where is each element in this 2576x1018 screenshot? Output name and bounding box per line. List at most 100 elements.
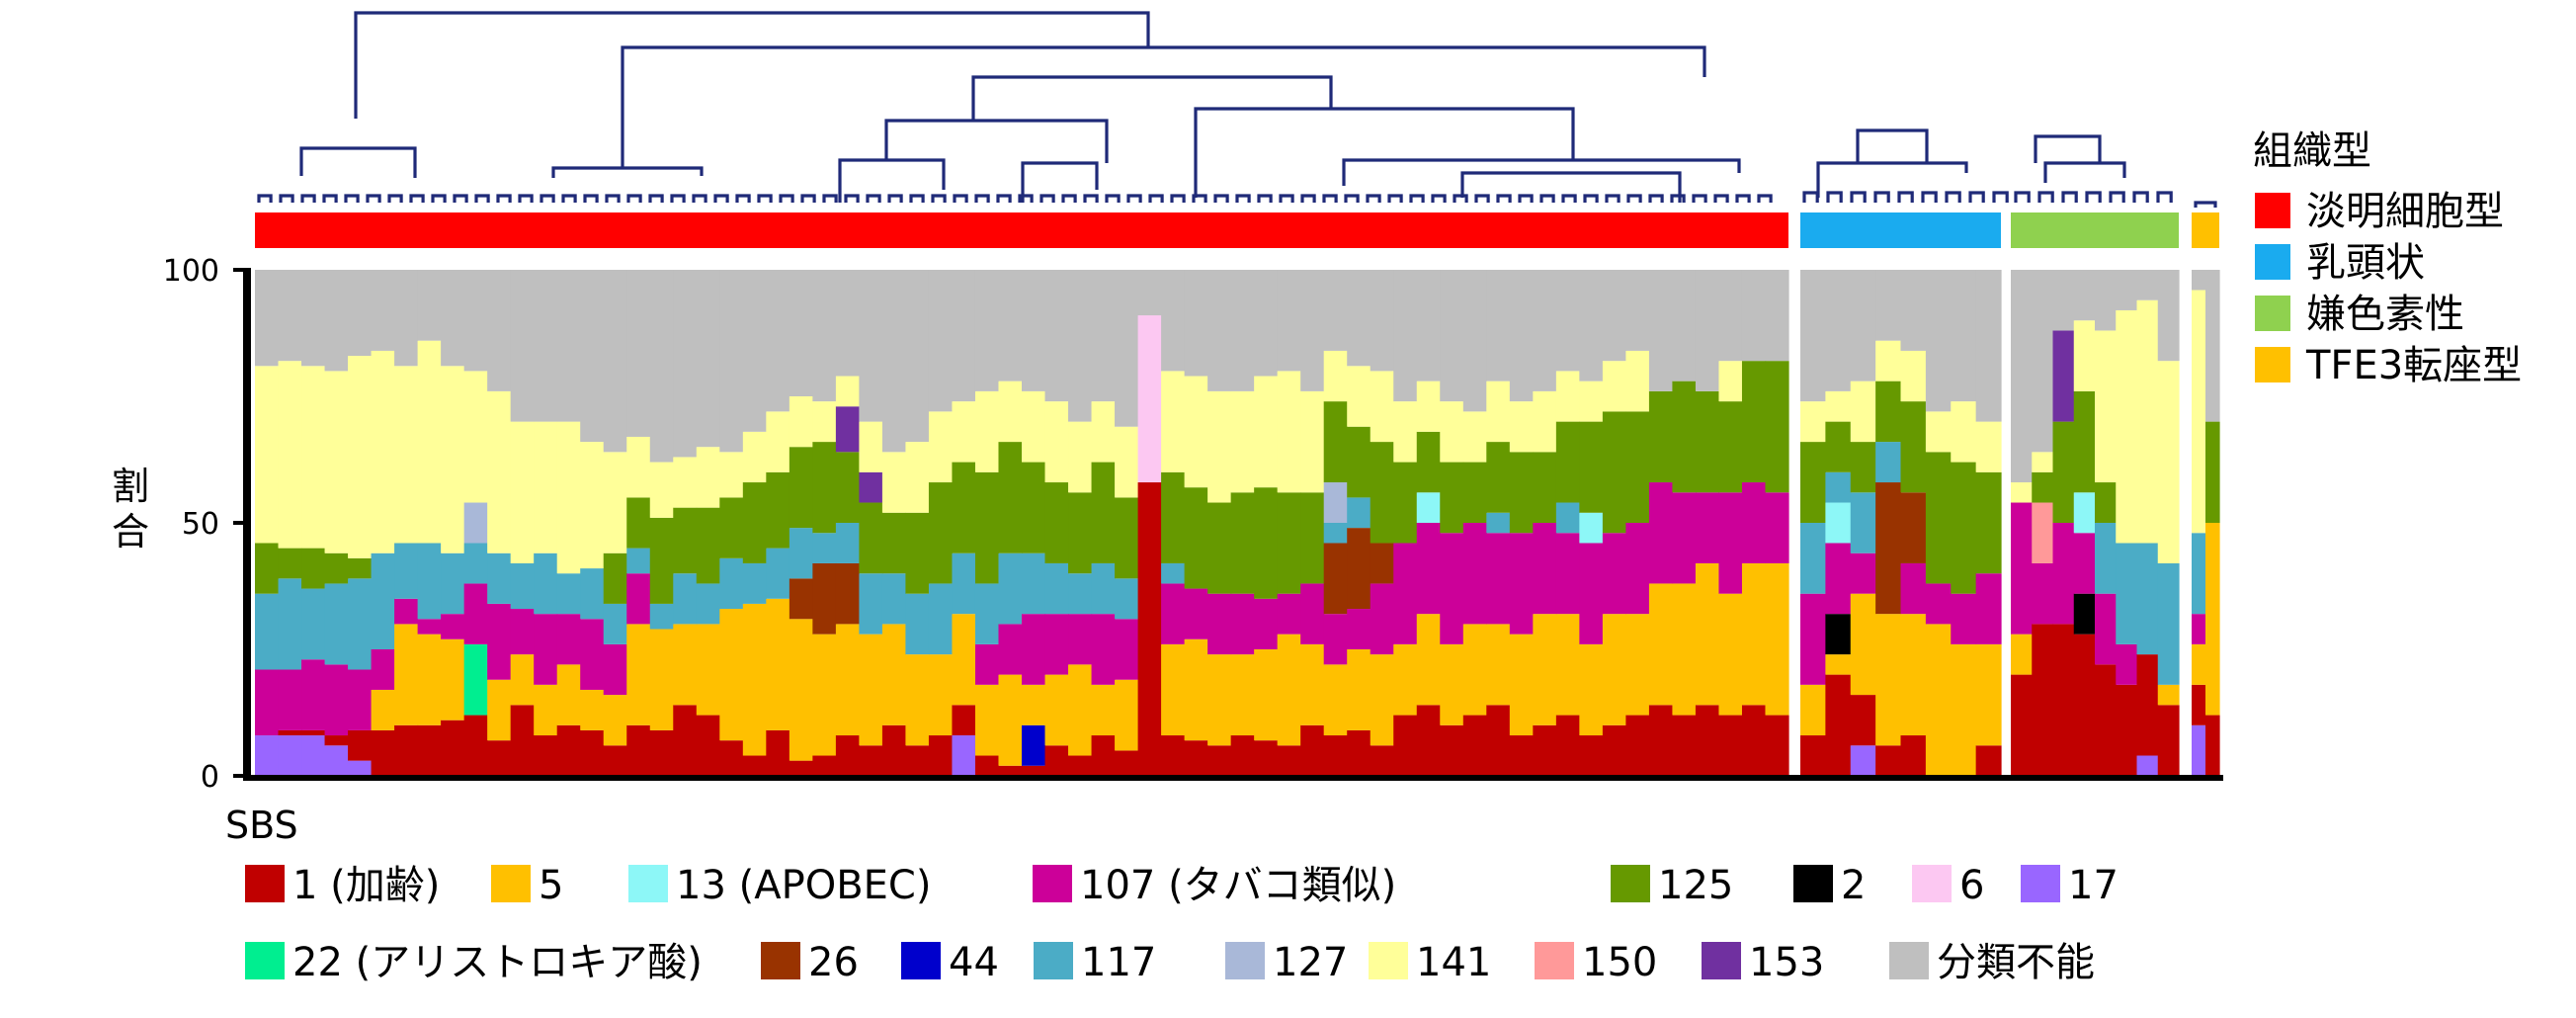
dendrogram-link bbox=[1213, 194, 1229, 203]
bar-segment-unclassified bbox=[2192, 270, 2206, 291]
histology-swatch-pRCC bbox=[2255, 244, 2290, 280]
bar-segment-SBS141 bbox=[859, 421, 883, 472]
bar-segment-unclassified bbox=[1137, 270, 1162, 316]
bar-segment-SBS125 bbox=[1718, 401, 1743, 493]
bar-segment-SBS117 bbox=[255, 593, 280, 670]
bar-segment-SBS5 bbox=[1555, 614, 1580, 716]
bar-segment-SBS117 bbox=[742, 562, 767, 604]
bar-segment-SBS6 bbox=[1137, 315, 1162, 483]
bar-segment-SBS5 bbox=[1068, 664, 1093, 756]
bar-segment-SBS141 bbox=[1440, 401, 1464, 463]
bar-segment-SBS1 bbox=[1300, 724, 1325, 776]
bar-segment-SBS5 bbox=[1672, 583, 1697, 716]
bar-segment-unclassified bbox=[348, 270, 373, 357]
bar-segment-SBS5 bbox=[1800, 684, 1826, 736]
bar-segment-SBS125 bbox=[2205, 421, 2220, 523]
bar-segment-SBS107 bbox=[1951, 593, 1977, 644]
dendrogram-link bbox=[551, 166, 704, 178]
bar-segment-SBS141 bbox=[719, 452, 744, 498]
dendrogram-link bbox=[1897, 191, 1914, 203]
histology-swatch-chRCC bbox=[2255, 296, 2290, 331]
bar-segment-SBS1 bbox=[2052, 624, 2075, 776]
bar-segment-SBS125 bbox=[1254, 487, 1279, 599]
bar-segment-SBS17 bbox=[348, 760, 373, 776]
dendrogram-link bbox=[953, 194, 968, 203]
bar-segment-SBS5 bbox=[1625, 614, 1650, 716]
dendrogram-link bbox=[884, 119, 1109, 163]
dendrogram-link bbox=[1856, 128, 1929, 163]
sbs-label-SBS1: 1 (加齢) bbox=[292, 863, 440, 908]
dendrogram-link bbox=[670, 194, 686, 203]
bar-segment-SBS125 bbox=[255, 543, 280, 594]
bar-segment-SBS107 bbox=[1416, 523, 1441, 615]
bar-segment-unclassified bbox=[859, 270, 883, 422]
bar-segment-SBS5 bbox=[1230, 654, 1255, 736]
dendrogram-link bbox=[474, 194, 490, 203]
bar-segment-SBS125 bbox=[301, 548, 326, 589]
bar-segment-unclassified bbox=[1975, 270, 2002, 422]
bar-segment-unclassified bbox=[812, 270, 837, 402]
bar-segment-SBS107 bbox=[1091, 614, 1116, 685]
dendrogram-link bbox=[322, 194, 338, 203]
bar-segment-SBS153 bbox=[835, 406, 860, 453]
dendrogram-link bbox=[1561, 194, 1577, 203]
bar-segment-unclassified bbox=[789, 270, 813, 396]
bar-segment-SBS5 bbox=[928, 654, 954, 736]
bar-segment-SBS1 bbox=[1347, 729, 1371, 776]
sbs-swatch-SBS141 bbox=[1369, 942, 1408, 979]
bar-segment-SBS1 bbox=[510, 705, 535, 776]
bar-segment-unclassified bbox=[1533, 270, 1557, 391]
bar-segment-unclassified bbox=[1951, 270, 1977, 402]
bar-segment-SBS5 bbox=[881, 624, 907, 725]
bar-segment-SBS153 bbox=[859, 471, 883, 503]
bar-segment-SBS117 bbox=[928, 583, 954, 655]
dendrogram-link bbox=[626, 194, 642, 203]
bar-segment-SBS141 bbox=[371, 350, 395, 553]
bar-segment-unclassified bbox=[835, 270, 860, 377]
bar-segment-SBS117 bbox=[673, 573, 698, 625]
bar-segment-SBS107 bbox=[255, 669, 280, 736]
dendrogram-link bbox=[299, 146, 417, 178]
sbs-label-SBS127: 127 bbox=[1273, 940, 1348, 985]
bar-segment-SBS26 bbox=[1347, 528, 1371, 610]
bar-segment-SBS125 bbox=[1533, 452, 1557, 523]
bar-segment-unclassified bbox=[301, 270, 326, 367]
dendrogram-link bbox=[344, 194, 360, 203]
bar-segment-unclassified bbox=[1765, 270, 1789, 362]
bar-segment-SBS125 bbox=[1161, 471, 1186, 563]
bar-segment-SBS1 bbox=[1648, 705, 1674, 776]
dendrogram-link bbox=[1409, 194, 1425, 203]
bar-segment-SBS1 bbox=[1741, 705, 1767, 776]
bar-segment-SBS117 bbox=[278, 578, 302, 670]
bar-segment-SBS1 bbox=[1800, 735, 1826, 776]
bar-segment-SBS125 bbox=[1648, 390, 1674, 483]
bar-segment-SBS26 bbox=[835, 562, 860, 625]
bar-segment-SBS17 bbox=[278, 735, 302, 776]
dendrogram-link bbox=[1539, 194, 1555, 203]
bar-segment-SBS117 bbox=[2157, 562, 2180, 685]
bar-segment-unclassified bbox=[1555, 270, 1580, 372]
bar-segment-SBS117 bbox=[2095, 523, 2117, 594]
bar-segment-SBS107 bbox=[1323, 614, 1348, 665]
dendrogram-link bbox=[1826, 191, 1843, 203]
sbs-label-SBS117: 117 bbox=[1081, 940, 1156, 985]
bar-segment-SBS107 bbox=[580, 619, 605, 690]
bar-segment-SBS13 bbox=[1416, 492, 1441, 523]
bar-segment-SBS1 bbox=[1207, 745, 1232, 776]
dendrogram-link bbox=[1300, 194, 1316, 203]
sbs-label-SBS17: 17 bbox=[2068, 863, 2119, 908]
dendrogram-link bbox=[257, 194, 273, 203]
bar-segment-SBS141 bbox=[1254, 376, 1279, 488]
bar-segment-SBS107 bbox=[1900, 562, 1927, 615]
bar-segment-SBS117 bbox=[696, 583, 720, 625]
bar-segment-SBS125 bbox=[1486, 442, 1511, 513]
bar-segment-SBS125 bbox=[2052, 421, 2075, 523]
bar-segment-SBS125 bbox=[859, 502, 883, 574]
dendrogram-link bbox=[1518, 194, 1534, 203]
bar-segment-SBS22 bbox=[463, 643, 488, 716]
bar-segment-unclassified bbox=[1741, 270, 1767, 362]
sbs-label-SBS13: 13 (APOBEC) bbox=[676, 863, 931, 908]
dendrogram-link bbox=[1453, 194, 1468, 203]
bar-segment-SBS5 bbox=[603, 695, 627, 746]
bar-segment-SBS5 bbox=[789, 619, 813, 761]
